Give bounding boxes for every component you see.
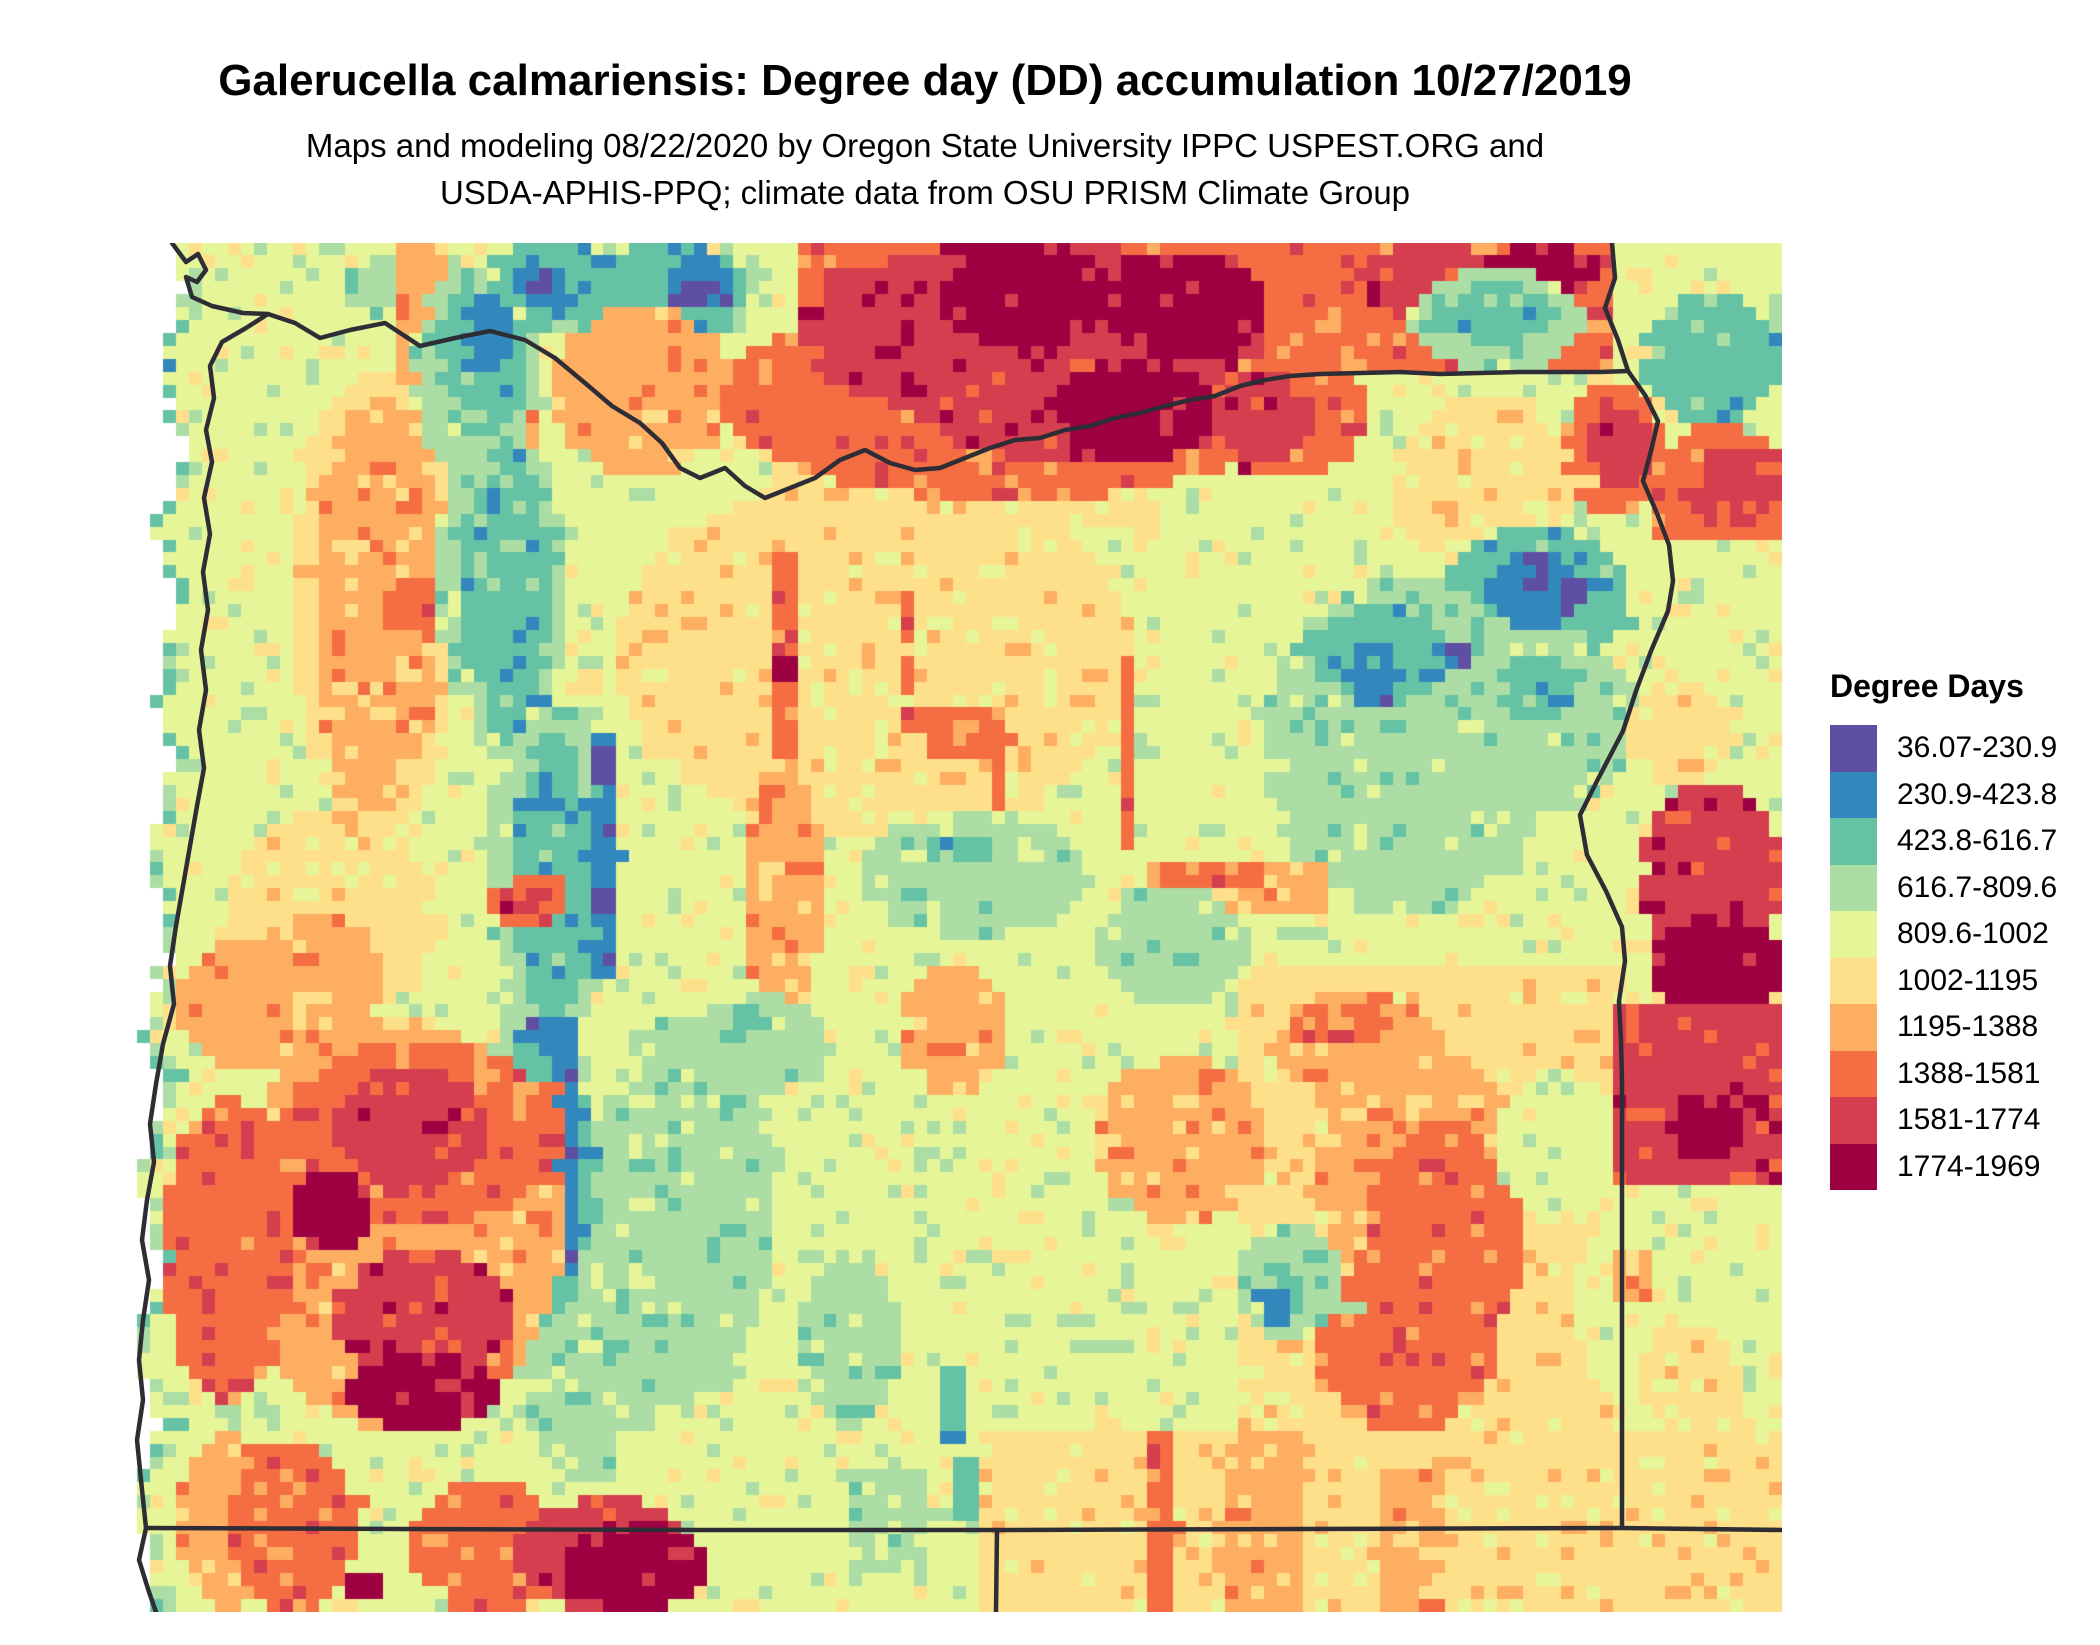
legend-label: 809.6-1002 (1897, 917, 2049, 951)
legend-item: 230.9-423.8 (1830, 771, 2058, 818)
legend-label: 36.07-230.9 (1897, 731, 2058, 765)
legend-swatch (1830, 911, 1877, 958)
legend-title: Degree Days (1830, 668, 2024, 704)
legend-item: 36.07-230.9 (1830, 725, 2057, 772)
border-coastline (134, 243, 271, 1612)
legend-swatch (1830, 818, 1877, 865)
legend-item: 1388-1581 (1830, 1050, 2057, 1097)
legend-label: 423.8-616.7 (1897, 824, 2058, 858)
subtitle-line-1: Maps and modeling 08/22/2020 by Oregon S… (305, 127, 1545, 165)
legend-label: 1002-1195 (1897, 963, 2039, 997)
legend-swatch (1830, 1097, 1877, 1144)
legend-items: 36.07-230.9 230.9-423.8 423.8-616.7 616.7-8… (1830, 725, 2057, 1190)
border-columbia-river (265, 311, 1631, 501)
legend-swatch (1830, 1143, 1877, 1190)
legend: Degree Days 36.07-230.9 230.9-423.8 423.8-… (1830, 668, 2057, 1190)
legend-swatch (1830, 725, 1877, 772)
legend-item: 1002-1195 (1830, 957, 2057, 1004)
legend-label: 1388-1581 (1897, 1056, 2041, 1090)
legend-swatch (1830, 1004, 1877, 1051)
legend-swatch (1830, 864, 1877, 911)
border-ca-nv (993, 1527, 1000, 1612)
legend-label: 1581-1774 (1897, 1103, 2041, 1137)
degree-day-map (125, 243, 1782, 1612)
legend-swatch (1830, 957, 1877, 1004)
legend-item: 1195-1388 (1830, 1004, 2057, 1051)
legend-label: 1774-1969 (1897, 1149, 2041, 1183)
border-south-42n (143, 1525, 1782, 1533)
map-raster (125, 243, 1782, 1612)
legend-item: 1774-1969 (1830, 1143, 2057, 1190)
legend-swatch (1830, 771, 1877, 818)
page-subtitle: Maps and modeling 08/22/2020 by Oregon S… (0, 122, 1850, 216)
title-block: Galerucella calmariensis: Degree day (DD… (0, 56, 1850, 216)
subtitle-line-2: USDA-APHIS-PPQ; climate data from OSU PR… (439, 174, 1411, 212)
legend-label: 616.7-809.6 (1897, 870, 2058, 904)
legend-label: 230.9-423.8 (1897, 777, 2058, 811)
border-or-id-snake (1577, 368, 1676, 1531)
legend-item: 616.7-809.6 (1830, 864, 2058, 911)
state-borders (134, 243, 1782, 1612)
legend-item: 423.8-616.7 (1830, 818, 2057, 865)
legend-item: 1581-1774 (1830, 1097, 2057, 1144)
legend-item: 809.6-1002 (1830, 911, 2057, 958)
legend-swatch (1830, 1050, 1877, 1097)
page-title: Galerucella calmariensis: Degree day (DD… (218, 56, 1632, 105)
legend-label: 1195-1388 (1897, 1010, 2039, 1044)
border-wa-id (1602, 243, 1631, 374)
